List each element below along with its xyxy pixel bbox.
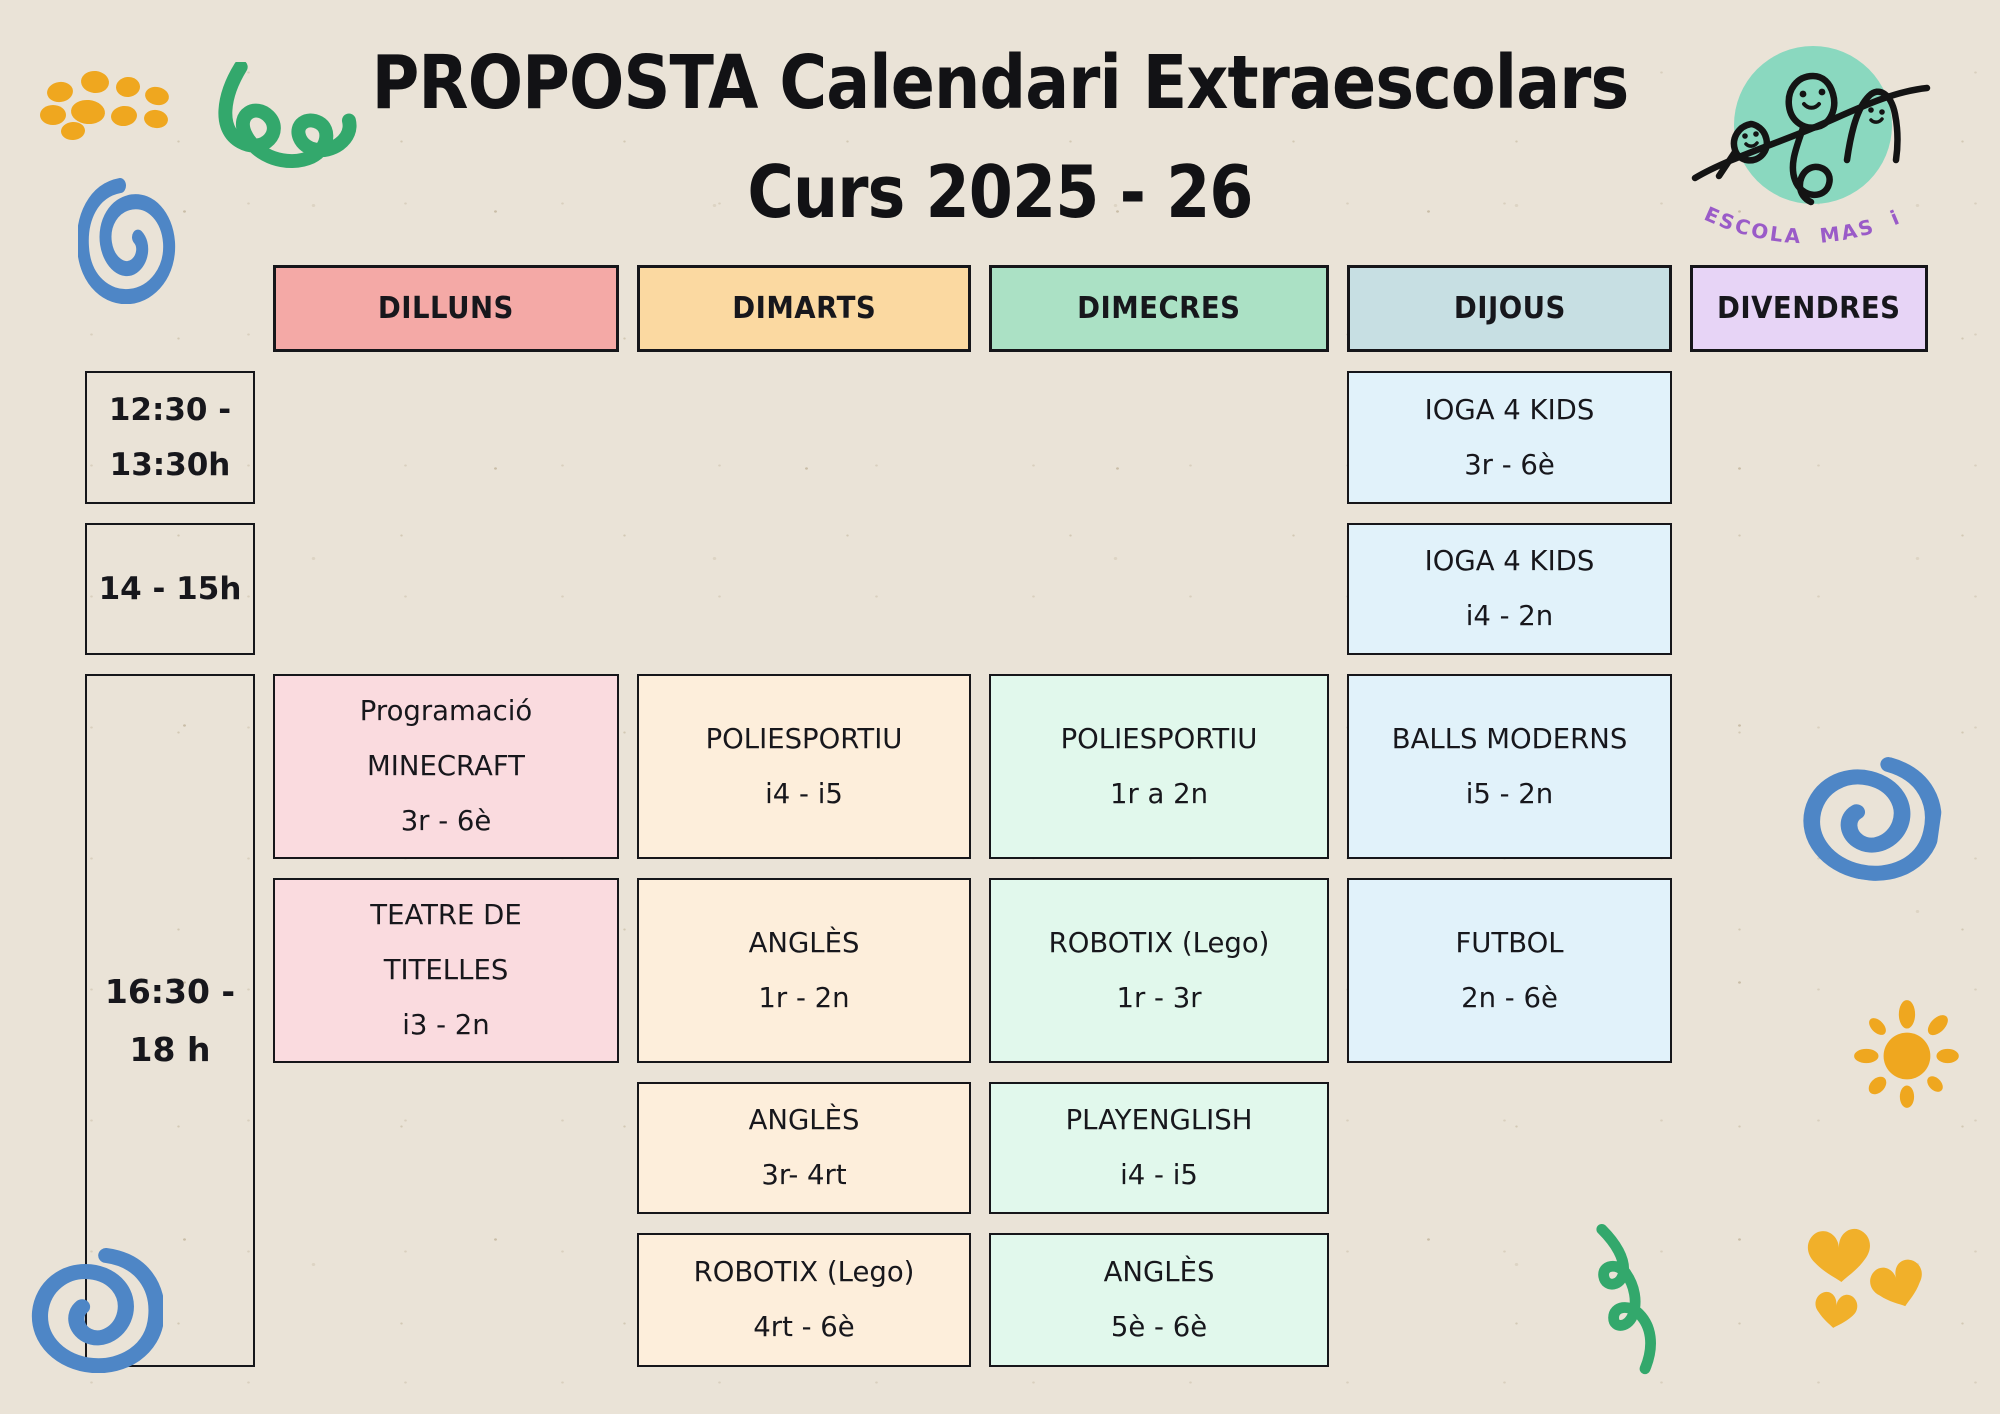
activity-title: ANGLÈS xyxy=(748,926,860,959)
activity-grades: 1r - 3r xyxy=(1116,981,1202,1014)
day-header-dilluns: DILLUNS xyxy=(273,265,619,352)
day-header-label: DIJOUS xyxy=(1453,291,1566,326)
activity-title: Programació MINECRAFT xyxy=(359,695,533,782)
activity-title: IOGA 4 KIDS xyxy=(1424,545,1595,577)
day-header-label: DIMARTS xyxy=(732,291,876,326)
activity-title: BALLS MODERNS xyxy=(1391,722,1628,755)
activity-grades: 1r a 2n xyxy=(1109,777,1209,810)
activity-cell-angles-1r-2n: ANGLÈS 1r - 2n xyxy=(637,878,971,1063)
day-header-label: DIVENDRES xyxy=(1717,291,1901,326)
activity-cell-programacio-minecraft: Programació MINECRAFT 3r - 6è xyxy=(273,674,619,859)
school-logo: ESCOLA MAS i PERERA xyxy=(1676,9,1945,268)
page-subtitle: Curs 2025 - 26 xyxy=(747,150,1253,234)
activity-title: IOGA 4 KIDS xyxy=(1424,393,1595,426)
activity-cell-ioga-4-kids-14h: IOGA 4 KIDS i4 - 2n xyxy=(1347,523,1672,655)
activity-grades: 2n - 6è xyxy=(1461,981,1558,1014)
activity-title: PLAYENGLISH xyxy=(1065,1104,1253,1136)
sun-icon xyxy=(1848,995,1970,1117)
activity-grades: 4rt - 6è xyxy=(753,1311,855,1343)
activity-title: ANGLÈS xyxy=(748,1104,860,1136)
activity-title: ROBOTIX (Lego) xyxy=(693,1256,915,1288)
page-title: PROPOSTA Calendari Extraescolars xyxy=(371,40,1630,126)
activity-cell-angles-3r-4rt: ANGLÈS 3r- 4rt xyxy=(637,1082,971,1214)
blue-spiral-right-icon xyxy=(1792,746,1948,889)
green-loop-squiggle-icon xyxy=(215,59,365,194)
day-header-divendres: DIVENDRES xyxy=(1690,265,1928,352)
activity-title: FUTBOL xyxy=(1455,926,1564,959)
activity-title: ANGLÈS xyxy=(1103,1256,1215,1288)
blue-spiral-left-icon xyxy=(76,178,178,305)
activity-cell-robotix-4rt-6e: ROBOTIX (Lego) 4rt - 6è xyxy=(637,1233,971,1367)
blue-spiral-bottom-left-icon xyxy=(28,1248,165,1374)
activity-grades: i5 - 2n xyxy=(1465,777,1554,810)
activity-grades: 3r - 6è xyxy=(1464,448,1555,481)
activity-cell-robotix-1r-3r: ROBOTIX (Lego) 1r - 3r xyxy=(989,878,1329,1063)
activity-cell-poliesportiu-dimarts: POLIESPORTIU i4 - i5 xyxy=(637,674,971,859)
day-header-label: DILLUNS xyxy=(378,291,514,326)
activity-grades: 3r- 4rt xyxy=(761,1159,847,1191)
day-header-label: DIMECRES xyxy=(1077,291,1241,326)
activity-cell-playenglish: PLAYENGLISH i4 - i5 xyxy=(989,1082,1329,1214)
time-slot-1230-1330: 12:30 - 13:30h xyxy=(85,371,255,504)
hearts-icon xyxy=(1798,1222,1933,1357)
activity-grades: i4 - i5 xyxy=(765,777,843,810)
activity-cell-angles-5e-6e: ANGLÈS 5è - 6è xyxy=(989,1233,1329,1367)
day-header-dimarts: DIMARTS xyxy=(637,265,971,352)
activity-grades: 3r - 6è xyxy=(400,805,492,837)
time-slot-14-15: 14 - 15h xyxy=(85,523,255,655)
activity-grades: i4 - 2n xyxy=(1465,600,1554,632)
activity-title: POLIESPORTIU xyxy=(705,722,903,755)
confetti-dots-icon xyxy=(35,65,185,145)
activity-cell-ioga-4-kids-migdia: IOGA 4 KIDS 3r - 6è xyxy=(1347,371,1672,504)
activity-cell-teatre-de-titelles: TEATRE DE TITELLES i3 - 2n xyxy=(273,878,619,1063)
activity-cell-poliesportiu-dimecres: POLIESPORTIU 1r a 2n xyxy=(989,674,1329,859)
schedule-table: DILLUNS DIMARTS DIMECRES DIJOUS DIVENDRE… xyxy=(85,265,1928,1367)
day-header-dijous: DIJOUS xyxy=(1347,265,1672,352)
activity-cell-futbol: FUTBOL 2n - 6è xyxy=(1347,878,1672,1063)
activity-cell-balls-moderns: BALLS MODERNS i5 - 2n xyxy=(1347,674,1672,859)
activity-title: ROBOTIX (Lego) xyxy=(1048,926,1270,959)
day-header-dimecres: DIMECRES xyxy=(989,265,1329,352)
activity-grades: 5è - 6è xyxy=(1110,1311,1208,1343)
activity-title: POLIESPORTIU xyxy=(1060,722,1258,755)
activity-grades: i4 - i5 xyxy=(1120,1159,1198,1191)
activity-title: TEATRE DE TITELLES xyxy=(370,899,522,986)
activity-grades: 1r - 2n xyxy=(758,981,850,1014)
time-slot-1630-18: 16:30 - 18 h xyxy=(85,674,255,1367)
activity-grades: i3 - 2n xyxy=(402,1009,490,1041)
green-vine-squiggle-icon xyxy=(1592,1222,1700,1382)
